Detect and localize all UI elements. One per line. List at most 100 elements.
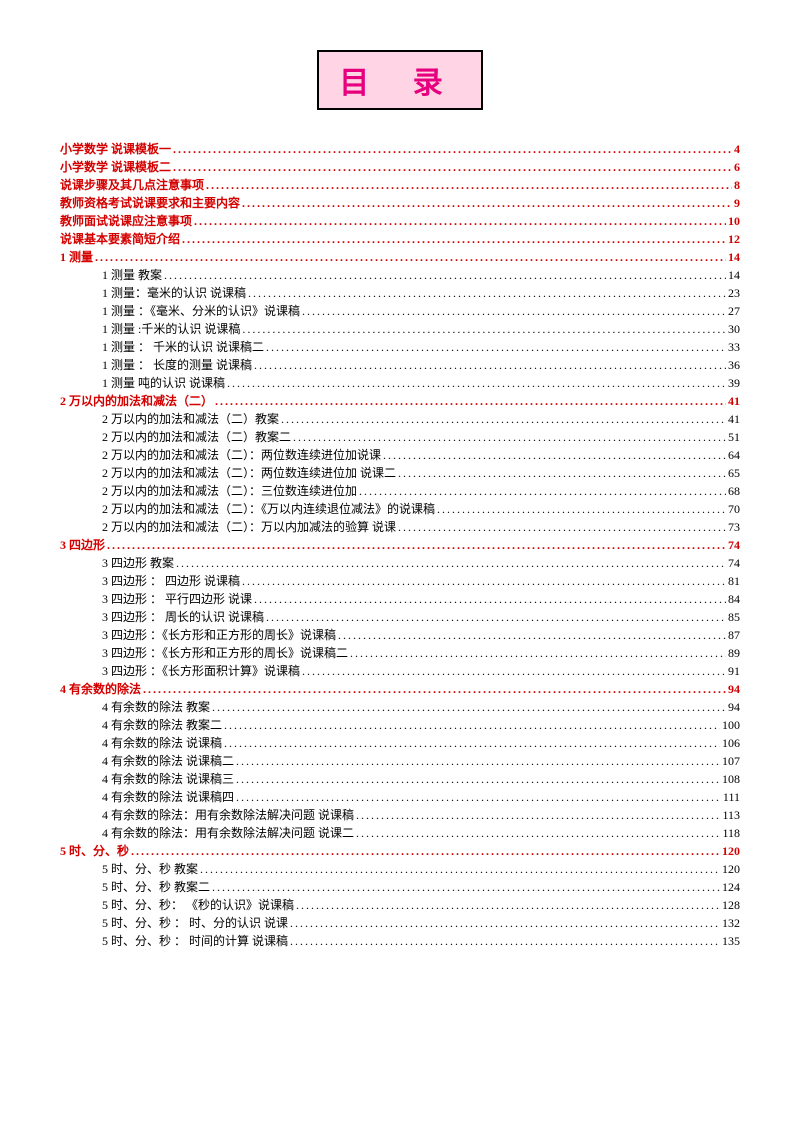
toc-entry[interactable]: 4 有余数的除法 教案94 (102, 698, 740, 716)
toc-entry[interactable]: 2 万以内的加法和减法（二）：两位数连续进位加说课64 (102, 446, 740, 464)
toc-entry-label: 说课步骤及其几点注意事项 (60, 176, 204, 194)
toc-entry[interactable]: 5 时、分、秒 教案二124 (102, 878, 740, 896)
toc-entry[interactable]: 2 万以内的加法和减法（二）：万以内加减法的验算 说课73 (102, 518, 740, 536)
toc-entry-page: 108 (722, 770, 740, 788)
toc-entry[interactable]: 2 万以内的加法和减法（二）：两位数连续进位加 说课二65 (102, 464, 740, 482)
toc-entry[interactable]: 3 四边形 ：《长方形面积计算》说课稿91 (102, 662, 740, 680)
toc-entry[interactable]: 3 四边形 ： 四边形 说课稿81 (102, 572, 740, 590)
toc-entry-page: 36 (728, 356, 740, 374)
toc-entry-label: 1 测量 :千米的认识 说课稿 (102, 320, 240, 338)
toc-entry[interactable]: 小学数学 说课模板一4 (60, 140, 740, 158)
toc-entry-label: 4 有余数的除法 说课稿三 (102, 770, 234, 788)
toc-entry[interactable]: 1 测量 ： 长度的测量 说课稿36 (102, 356, 740, 374)
toc-entry-label: 4 有余数的除法 说课稿二 (102, 752, 234, 770)
toc-entry[interactable]: 4 有余数的除法 说课稿二107 (102, 752, 740, 770)
toc-entry[interactable]: 说课步骤及其几点注意事项8 (60, 176, 740, 194)
toc-entry[interactable]: 教师面试说课应注意事项10 (60, 212, 740, 230)
toc-entry-label: 2 万以内的加法和减法（二）：三位数连续进位加 (102, 482, 357, 500)
page-title-box: 目 录 (317, 50, 483, 110)
toc-entry-page: 85 (728, 608, 740, 626)
toc-leader-dots (398, 464, 726, 482)
toc-entry-page: 39 (728, 374, 740, 392)
toc-leader-dots (296, 896, 720, 914)
toc-entry-label: 2 万以内的加法和减法（二）教案 (102, 410, 279, 428)
toc-entry-label: 1 测量 ： 千米的认识 说课稿二 (102, 338, 264, 356)
toc-entry-label: 3 四边形 ： 周长的认识 说课稿 (102, 608, 264, 626)
toc-entry[interactable]: 教师资格考试说课要求和主要内容9 (60, 194, 740, 212)
toc-entry-label: 1 测量 ：《毫米、分米的认识》说课稿 (102, 302, 300, 320)
toc-leader-dots (212, 878, 720, 896)
toc-entry[interactable]: 1 测量：毫米的认识 说课稿23 (102, 284, 740, 302)
toc-leader-dots (356, 806, 720, 824)
table-of-contents: 小学数学 说课模板一4小学数学 说课模板二6说课步骤及其几点注意事项8教师资格考… (60, 140, 740, 950)
toc-entry[interactable]: 4 有余数的除法 说课稿四111 (102, 788, 740, 806)
toc-entry[interactable]: 5 时、分、秒 ： 时间的计算 说课稿 135 (102, 932, 740, 950)
toc-entry[interactable]: 1 测量14 (60, 248, 740, 266)
toc-entry-label: 2 万以内的加法和减法（二）：两位数连续进位加说课 (102, 446, 381, 464)
toc-entry[interactable]: 3 四边形 ：《长方形和正方形的周长》说课稿87 (102, 626, 740, 644)
toc-entry[interactable]: 4 有余数的除法：用有余数除法解决问题 说课稿113 (102, 806, 740, 824)
toc-entry-label: 4 有余数的除法 教案二 (102, 716, 222, 734)
toc-entry-page: 41 (728, 410, 740, 428)
toc-entry[interactable]: 4 有余数的除法 教案二100 (102, 716, 740, 734)
toc-entry-page: 94 (728, 698, 740, 716)
toc-entry-label: 说课基本要素简短介绍 (60, 230, 180, 248)
toc-entry-page: 128 (722, 896, 740, 914)
toc-leader-dots (290, 932, 720, 950)
toc-leader-dots (242, 194, 732, 212)
toc-leader-dots (359, 482, 726, 500)
toc-entry-page: 9 (734, 194, 740, 212)
toc-entry[interactable]: 2 万以内的加法和减法（二）41 (60, 392, 740, 410)
toc-entry[interactable]: 2 万以内的加法和减法（二）：三位数连续进位加68 (102, 482, 740, 500)
toc-leader-dots (173, 140, 732, 158)
toc-leader-dots (194, 212, 726, 230)
toc-leader-dots (173, 158, 732, 176)
toc-leader-dots (302, 662, 726, 680)
toc-entry-label: 5 时、分、秒 ： 时间的计算 说课稿 (102, 932, 288, 950)
toc-entry[interactable]: 3 四边形74 (60, 536, 740, 554)
toc-entry-page: 124 (722, 878, 740, 896)
toc-entry[interactable]: 4 有余数的除法：用有余数除法解决问题 说课二118 (102, 824, 740, 842)
toc-entry[interactable]: 1 测量 :千米的认识 说课稿30 (102, 320, 740, 338)
toc-entry[interactable]: 1 测量 吨的认识 说课稿39 (102, 374, 740, 392)
toc-entry[interactable]: 2 万以内的加法和减法（二）教案二51 (102, 428, 740, 446)
toc-leader-dots (290, 914, 720, 932)
toc-entry-label: 2 万以内的加法和减法（二）：《万以内连续退位减法》的说课稿 (102, 500, 435, 518)
toc-entry[interactable]: 5 时、分、秒 ： 时、分的认识 说课132 (102, 914, 740, 932)
toc-entry-label: 3 四边形 (60, 536, 105, 554)
toc-leader-dots (356, 824, 720, 842)
toc-entry[interactable]: 5 时、分、秒： 《秒的认识》说课稿 128 (102, 896, 740, 914)
toc-entry[interactable]: 3 四边形 ： 周长的认识 说课稿 85 (102, 608, 740, 626)
toc-entry[interactable]: 4 有余数的除法 说课稿三 108 (102, 770, 740, 788)
toc-entry-page: 87 (728, 626, 740, 644)
toc-entry[interactable]: 说课基本要素简短介绍12 (60, 230, 740, 248)
toc-entry[interactable]: 3 四边形 ：《长方形和正方形的周长》说课稿二89 (102, 644, 740, 662)
toc-entry[interactable]: 1 测量 ：《毫米、分米的认识》说课稿27 (102, 302, 740, 320)
toc-leader-dots (164, 266, 726, 284)
toc-entry[interactable]: 小学数学 说课模板二6 (60, 158, 740, 176)
toc-entry[interactable]: 2 万以内的加法和减法（二）：《万以内连续退位减法》的说课稿70 (102, 500, 740, 518)
toc-leader-dots (281, 410, 726, 428)
toc-entry-label: 3 四边形 ： 平行四边形 说课 (102, 590, 252, 608)
toc-entry-label: 小学数学 说课模板一 (60, 140, 171, 158)
toc-leader-dots (437, 500, 726, 518)
toc-leader-dots (242, 320, 726, 338)
toc-leader-dots (215, 392, 726, 410)
toc-entry-label: 5 时、分、秒： 《秒的认识》说课稿 (102, 896, 294, 914)
toc-entry[interactable]: 4 有余数的除法94 (60, 680, 740, 698)
toc-leader-dots (383, 446, 726, 464)
toc-entry[interactable]: 1 测量 ： 千米的认识 说课稿二33 (102, 338, 740, 356)
toc-entry[interactable]: 5 时、分、秒120 (60, 842, 740, 860)
toc-entry[interactable]: 2 万以内的加法和减法（二）教案 41 (102, 410, 740, 428)
toc-entry-page: 74 (728, 554, 740, 572)
toc-entry[interactable]: 1 测量 教案14 (102, 266, 740, 284)
toc-entry-page: 120 (722, 860, 740, 878)
toc-entry-page: 135 (722, 932, 740, 950)
toc-entry[interactable]: 5 时、分、秒 教案120 (102, 860, 740, 878)
toc-entry-label: 4 有余数的除法：用有余数除法解决问题 说课二 (102, 824, 354, 842)
toc-entry[interactable]: 3 四边形 教案74 (102, 554, 740, 572)
toc-entry[interactable]: 4 有余数的除法 说课稿106 (102, 734, 740, 752)
toc-entry[interactable]: 3 四边形 ： 平行四边形 说课84 (102, 590, 740, 608)
toc-entry-page: 81 (728, 572, 740, 590)
toc-entry-label: 3 四边形 ：《长方形和正方形的周长》说课稿二 (102, 644, 348, 662)
